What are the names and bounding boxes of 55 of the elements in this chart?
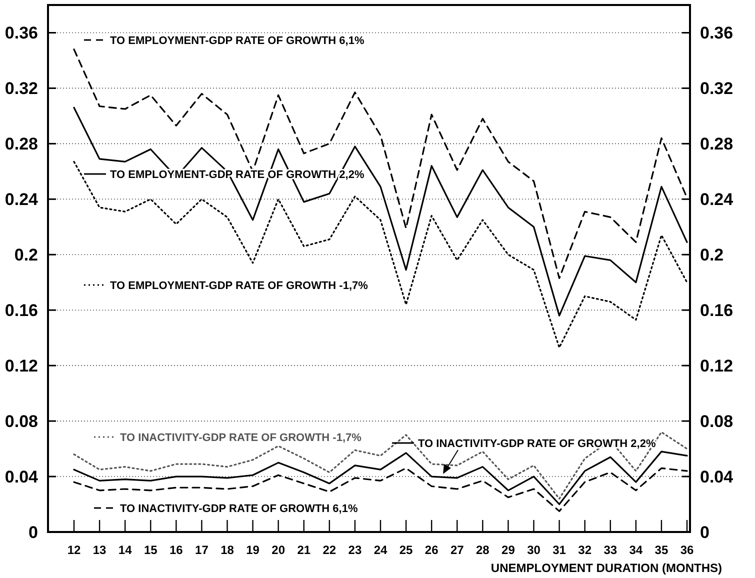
y2-tick-label: 0.16	[700, 301, 734, 320]
y2-tick-label: 0.36	[700, 24, 734, 43]
y-tick-label: 0.28	[4, 134, 38, 154]
x-tick-label: 36	[680, 543, 694, 557]
x-axis-title: UNEMPLOYMENT DURATION (MONTHS)	[490, 561, 722, 575]
y-tick-label: 0.32	[4, 79, 38, 98]
x-tick-label: 29	[502, 543, 516, 557]
x-tick-label: 31	[552, 543, 566, 557]
line-series	[73, 106, 688, 316]
x-tick-label: 21	[297, 543, 311, 557]
x-tick-label: 16	[169, 543, 184, 557]
y-tick-label: 0.24	[4, 190, 39, 210]
x-tick-label: 19	[246, 543, 260, 557]
y2-tick-label: 0.08	[700, 412, 734, 432]
y2-tick-label: 0	[700, 523, 710, 542]
y2-tick-label: 0.04	[700, 468, 734, 487]
y2-tick-label: 0.32	[700, 79, 734, 98]
x-tick-label: 33	[604, 543, 618, 557]
line-series	[73, 160, 688, 348]
y-tick-label: 0.08	[4, 412, 38, 432]
x-tick-label: 17	[195, 543, 209, 557]
x-tick-label: 12	[67, 543, 81, 557]
legend-label: TO INACTIVITY-GDP RATE OF GROWTH -1,7%	[120, 432, 362, 444]
x-tick-label: 25	[399, 543, 414, 557]
x-tick-label: 35	[654, 543, 668, 557]
x-tick-label: 24	[374, 543, 388, 557]
x-tick-label: 22	[322, 543, 336, 557]
legend-label: TO EMPLOYMENT-GDP RATE OF GROWTH -1,7%	[110, 280, 368, 292]
y-tick-label: 0.04	[4, 468, 39, 487]
x-tick-label: 23	[348, 543, 362, 557]
x-tick-label: 18	[220, 543, 234, 557]
y2-tick-label: 0.12	[700, 356, 734, 376]
y-tick-label: 0	[28, 523, 38, 542]
y-tick-label: 0.16	[4, 301, 38, 320]
legend-label: TO INACTIVITY-GDP RATE OF GROWTH 6,1%	[120, 503, 358, 515]
x-tick-label: 32	[578, 543, 592, 557]
line-series	[73, 450, 688, 506]
x-tick-label: 15	[144, 543, 158, 557]
y2-tick-label: 0.24	[700, 190, 734, 210]
line-series	[73, 467, 688, 512]
legend-label: TO EMPLOYMENT-GDP RATE OF GROWTH 6,1%	[110, 35, 364, 47]
x-tick-label: 28	[476, 543, 490, 557]
x-tick-label: 13	[92, 543, 107, 557]
y2-tick-label: 0.2	[700, 246, 724, 265]
x-tick-label: 30	[527, 543, 541, 557]
x-tick-label: 26	[424, 543, 439, 557]
x-tick-label: 20	[272, 543, 286, 557]
y-tick-label: 0.12	[4, 356, 38, 376]
y-tick-label: 0.36	[4, 24, 38, 43]
x-tick-label: 27	[450, 543, 464, 557]
y-tick-label: 0.2	[14, 246, 38, 265]
x-tick-label: 34	[629, 543, 643, 557]
y2-tick-label: 0.28	[700, 134, 734, 154]
line-series	[73, 48, 688, 280]
x-tick-label: 14	[118, 543, 132, 557]
